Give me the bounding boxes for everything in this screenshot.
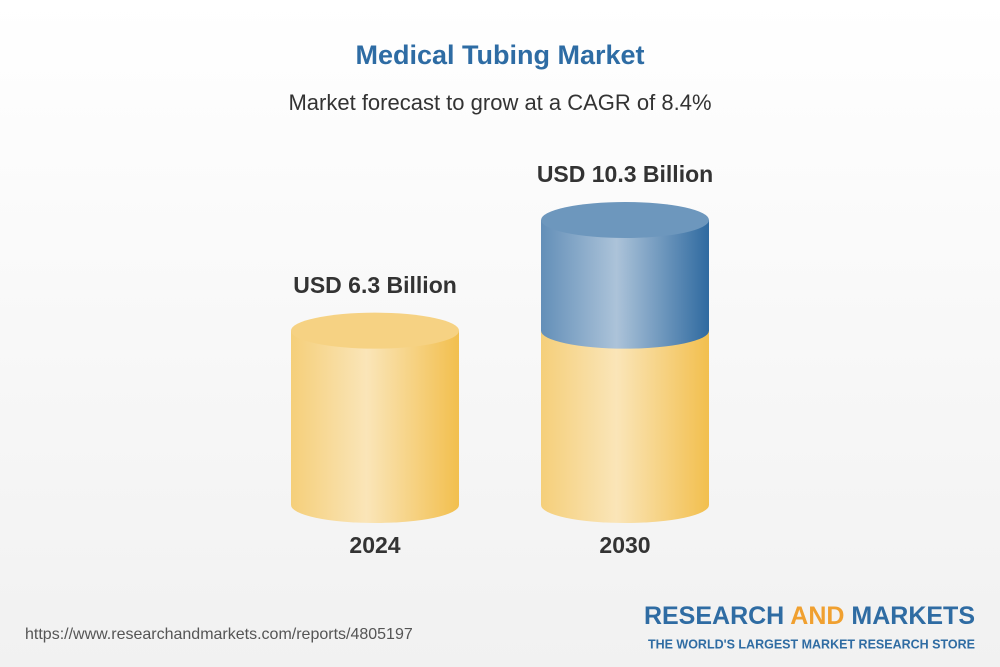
brand-word: RESEARCH — [644, 602, 784, 630]
category-label: 2024 — [349, 532, 400, 558]
cylinder-body — [291, 330, 459, 523]
chart-title: Medical Tubing Market — [355, 40, 644, 70]
value-label: USD 10.3 Billion — [537, 161, 713, 187]
cylinder-body — [541, 330, 709, 523]
category-label: 2030 — [599, 532, 650, 558]
cylinder-top — [541, 202, 709, 238]
source-url: https://www.researchandmarkets.com/repor… — [25, 626, 413, 643]
value-label: USD 6.3 Billion — [293, 272, 457, 298]
brand: RESEARCH AND MARKETS — [644, 602, 975, 630]
chart-subtitle: Market forecast to grow at a CAGR of 8.4… — [288, 90, 711, 115]
tagline: THE WORLD'S LARGEST MARKET RESEARCH STOR… — [648, 637, 975, 651]
cylinder-top — [291, 312, 459, 349]
brand-word: MARKETS — [851, 602, 975, 630]
brand-word: AND — [790, 602, 844, 630]
cylinder-body — [541, 220, 709, 349]
